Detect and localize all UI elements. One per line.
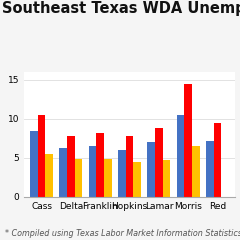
Bar — [118, 150, 126, 197]
Bar — [126, 136, 133, 197]
Bar — [45, 154, 53, 197]
Bar — [185, 84, 192, 197]
Text: * Compiled using Texas Labor Market Information Statistics: * Compiled using Texas Labor Market Info… — [5, 228, 240, 238]
Bar — [155, 128, 163, 197]
Bar — [148, 142, 155, 197]
Bar — [96, 133, 104, 197]
Bar — [60, 148, 67, 197]
Bar — [67, 136, 75, 197]
Bar — [206, 141, 214, 197]
Bar — [104, 159, 112, 197]
Bar — [163, 160, 170, 197]
Bar — [177, 115, 185, 197]
Bar — [38, 115, 45, 197]
Legend: August 2020, September 2020, September 2019: August 2020, September 2020, September 2… — [12, 0, 240, 3]
Bar — [30, 131, 38, 197]
Bar — [133, 162, 141, 197]
Bar — [214, 123, 222, 197]
Bar — [89, 146, 96, 197]
Bar — [192, 146, 200, 197]
Bar — [75, 159, 82, 197]
Text: Southeast Texas WDA Unemployment Statis: Southeast Texas WDA Unemployment Statis — [2, 1, 240, 16]
